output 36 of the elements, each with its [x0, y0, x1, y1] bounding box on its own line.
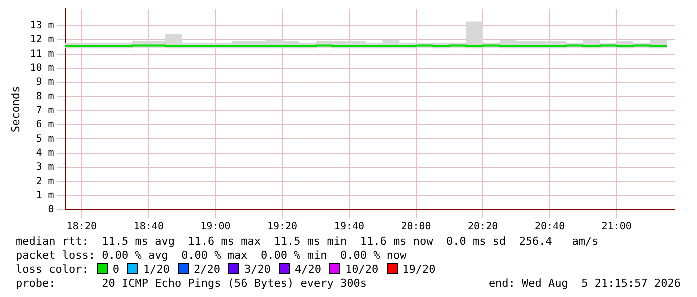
y-tick-label: 13 m: [30, 20, 54, 32]
y-axis-title: Seconds: [9, 86, 22, 133]
legend-label: 1/20: [143, 263, 170, 276]
legend-title: loss color:: [16, 263, 89, 276]
y-tick-label: 6 m: [36, 120, 54, 131]
x-tick-label: 19:20: [267, 222, 298, 233]
x-tick-label: 20:40: [534, 222, 566, 233]
text: probe: 20 ICMP Echo Pings (56 Bytes) every 300s: [16, 277, 367, 291]
text: packet loss: 0.00 % avg 0.00 % max 0.00 % min 0.00 % now: [16, 249, 407, 263]
y-tick-label: 7 m: [36, 106, 54, 117]
x-tick-label: 21:00: [602, 222, 632, 233]
x-tick-label: 20:20: [468, 222, 498, 233]
x-tick-label: 20:00: [401, 222, 432, 233]
y-tick-label: 9 m: [36, 77, 54, 88]
x-tick-label: 19:00: [200, 222, 231, 233]
y-tick-label: 11 m: [30, 48, 54, 60]
legend-label: 3/20: [244, 263, 271, 276]
y-tick-label: 0: [48, 204, 54, 216]
x-tick-label: 18:40: [134, 222, 164, 233]
y-tick-label: 10 m: [30, 63, 54, 74]
legend-label: 2/20: [194, 263, 220, 276]
y-tick-label: 3 m: [36, 162, 54, 174]
legend-label: 10/20: [345, 263, 379, 276]
y-tick-label: 4 m: [36, 148, 54, 159]
legend-label: 19/20: [402, 263, 436, 276]
y-tick-label: 1 m: [36, 190, 54, 202]
y-tick-label: 2 m: [36, 176, 54, 188]
y-tick-label: 8 m: [36, 91, 54, 102]
x-tick-label: 18:20: [66, 222, 97, 233]
text: median rtt: 11.5 ms avg 11.6 ms max 11.5 ms min 11.6 ms now 0.0 ms sd 256.4 am/s: [16, 235, 599, 249]
y-tick-label: 12 m: [30, 34, 54, 46]
legend-label: 0: [112, 263, 120, 276]
x-tick-label: 19:40: [334, 222, 365, 233]
legend-label: 4/20: [294, 263, 322, 276]
y-tick-label: 5 m: [36, 134, 54, 145]
text: end: Wed Aug 5 21:15:57 2026: [488, 277, 681, 291]
